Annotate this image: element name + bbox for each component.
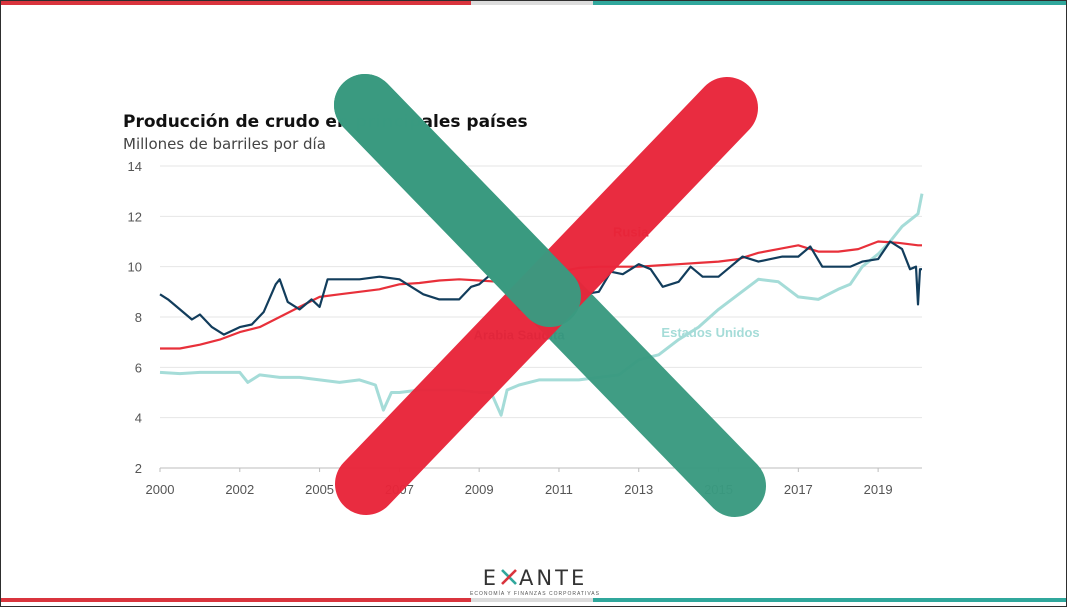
x-tick-label: 2011 [545,482,573,497]
y-tick-label: 2 [135,461,142,476]
top-stripe-gray [471,1,593,5]
logo-x-icon [501,569,517,585]
x-tick-label: 2002 [225,482,254,497]
bottom-stripe-red [1,598,471,602]
logo-tagline: ECONOMÍA Y FINANZAS CORPORATIVAS [470,591,600,597]
x-tick-label: 2009 [465,482,494,497]
logo-text-left: E [482,566,500,590]
logo-text-right: ANTE [519,566,588,590]
x-tick-label: 2000 [146,482,175,497]
y-tick-label: 4 [135,411,142,426]
y-tick-label: 8 [135,310,142,325]
y-tick-label: 14 [128,159,142,174]
y-axis-ticks: 2 4 6 8 10 12 14 [128,159,142,476]
x-tick-label: 2013 [624,482,653,497]
x-axis-ticks: 2000200220052007200920112013201520172019 [146,468,893,497]
x-tick-label: 2005 [305,482,334,497]
bottom-stripe-teal [593,598,1066,602]
grid-lines [160,165,922,469]
cross-green-stroke-top [334,74,581,327]
series-line-estados-unidos [159,193,924,417]
y-tick-label: 12 [128,209,142,224]
exante-logo: E ANTE ECONOMÍA Y FINANZAS CORPORATIVAS [440,566,630,597]
x-tick-label: 2017 [784,482,813,497]
x-tick-label: 2019 [864,482,893,497]
x-cross-icon [334,74,766,517]
series-label-estados-unidos: Estados Unidos [661,325,759,340]
top-stripe-teal [593,1,1066,5]
chart-subtitle: Millones de barriles por día [123,135,326,153]
top-stripe-red [1,1,471,5]
y-tick-label: 6 [135,360,142,375]
y-tick-label: 10 [128,260,142,275]
bottom-stripe-gray [471,598,593,602]
